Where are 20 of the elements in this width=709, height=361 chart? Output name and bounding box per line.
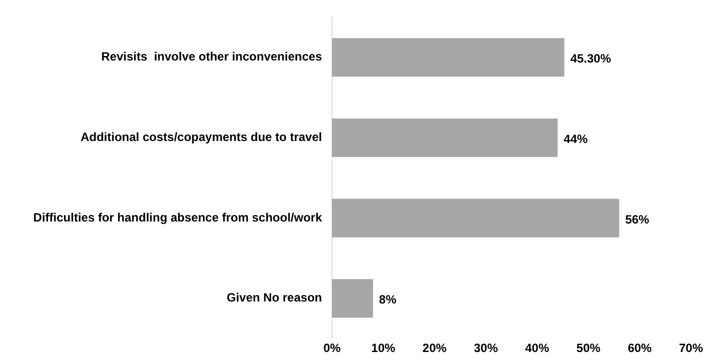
bar — [332, 198, 620, 238]
data-label: 45.30% — [570, 52, 612, 66]
bar — [332, 38, 564, 77]
bar — [332, 279, 374, 318]
x-tick-label: 20% — [422, 341, 447, 356]
data-label: 8% — [379, 292, 397, 307]
x-tick-label: 30% — [474, 341, 498, 356]
data-label: 56% — [625, 212, 650, 226]
x-tick-label: 40% — [525, 341, 550, 356]
y-tick-label: Given No reason — [226, 290, 322, 305]
y-tick-label: Revisits involve other inconveniences — [101, 50, 322, 64]
y-tick-label: Difficulties for handling absence from school/work — [33, 210, 322, 224]
x-tick-label: 10% — [371, 341, 396, 356]
x-tick-label: 0% — [323, 341, 341, 356]
x-tick-label: 60% — [628, 341, 652, 356]
x-tick-label: 50% — [576, 341, 601, 356]
data-label: 44% — [564, 132, 588, 146]
bar — [332, 118, 558, 158]
y-tick-label: Additional costs/copayments due to travel — [80, 130, 322, 144]
x-tick-label: 70% — [678, 341, 704, 356]
